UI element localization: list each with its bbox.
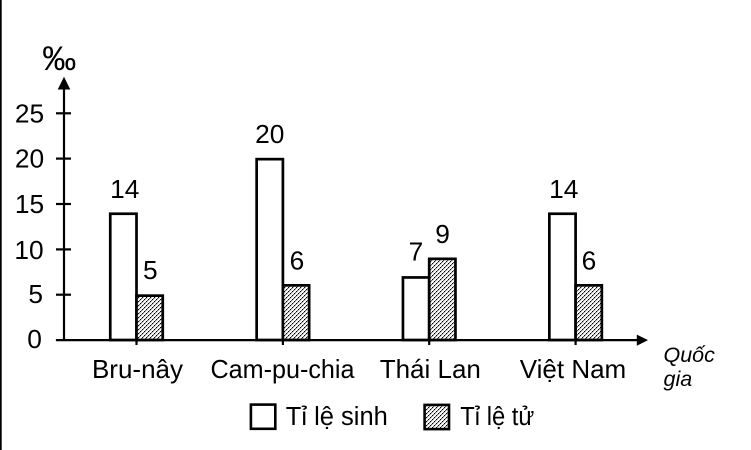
svg-text:0: 0: [27, 324, 42, 354]
svg-text:20: 20: [255, 119, 284, 149]
svg-text:20: 20: [15, 144, 44, 174]
svg-text:6: 6: [290, 245, 305, 275]
svg-text:‰: ‰: [42, 40, 76, 78]
svg-text:5: 5: [143, 255, 158, 285]
svg-text:Thái Lan: Thái Lan: [380, 354, 481, 384]
svg-text:Tỉ lệ tử: Tỉ lệ tử: [460, 403, 534, 431]
svg-text:Quốc: Quốc: [664, 343, 716, 367]
svg-text:15: 15: [15, 189, 44, 219]
svg-text:gia: gia: [664, 367, 693, 391]
svg-text:Cam-pu-chia: Cam-pu-chia: [211, 354, 356, 384]
svg-text:7: 7: [409, 237, 424, 267]
svg-text:Tỉ lệ sinh: Tỉ lệ sinh: [286, 403, 388, 431]
svg-text:25: 25: [15, 98, 44, 128]
svg-text:5: 5: [28, 279, 43, 309]
svg-text:14: 14: [110, 174, 139, 204]
svg-text:Việt Nam: Việt Nam: [520, 354, 626, 384]
svg-text:10: 10: [14, 235, 43, 265]
svg-text:Bru-nây: Bru-nây: [92, 354, 183, 384]
svg-text:14: 14: [549, 174, 578, 204]
svg-text:9: 9: [435, 219, 450, 249]
svg-text:6: 6: [582, 245, 597, 275]
